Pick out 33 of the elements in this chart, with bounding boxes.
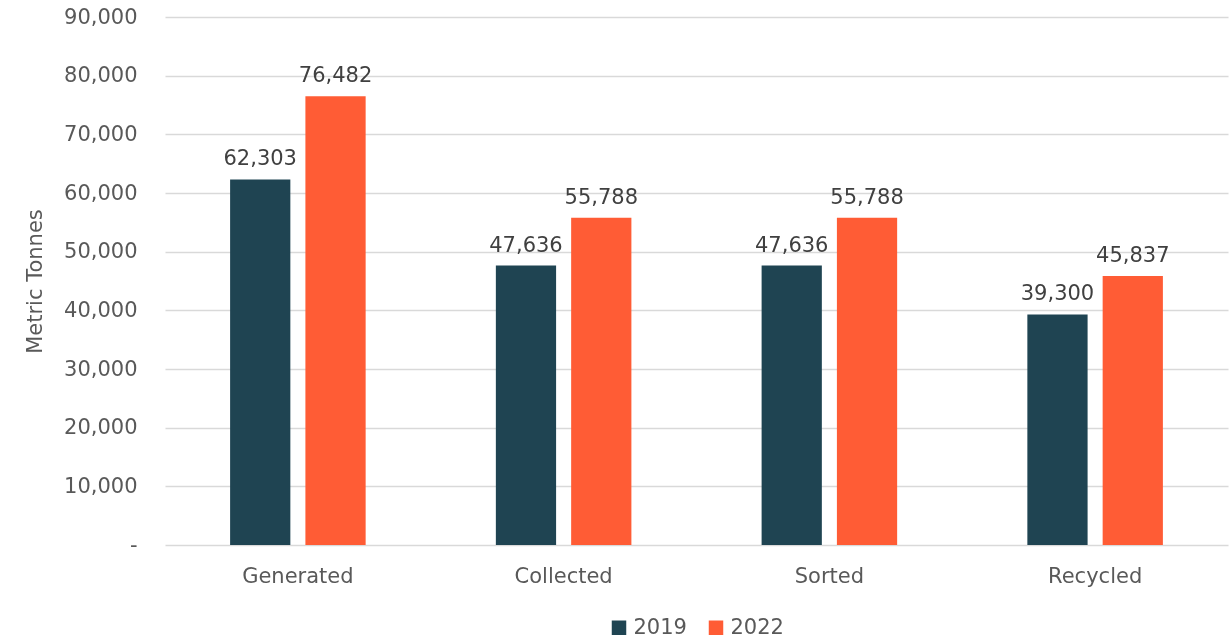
data-label: 55,788 <box>564 184 639 209</box>
y-tick-label: 20,000 <box>64 415 138 440</box>
data-label: 47,636 <box>754 232 829 257</box>
bar <box>571 217 632 545</box>
y-tick-label: 10,000 <box>64 473 138 498</box>
bar <box>305 96 366 545</box>
bar <box>1102 276 1163 545</box>
x-tick-label: Sorted <box>794 563 865 588</box>
x-tick-label: Generated <box>242 563 354 588</box>
bar <box>1027 314 1088 545</box>
y-tick-label: 50,000 <box>64 239 138 264</box>
bar <box>495 265 557 545</box>
y-tick-label: 70,000 <box>64 121 138 146</box>
bar <box>230 179 291 545</box>
data-label: 62,303 <box>223 146 297 171</box>
legend-label: 2022 <box>730 614 784 639</box>
y-axis-title: Metric Tonnes <box>23 209 48 354</box>
data-label: 47,636 <box>489 232 563 257</box>
x-tick-label: Recycled <box>1048 563 1143 588</box>
y-tick-label: - <box>129 532 138 557</box>
bar <box>836 217 898 545</box>
y-tick-label: 40,000 <box>64 297 138 322</box>
y-tick-label: 80,000 <box>64 63 138 88</box>
legend-label: 2019 <box>633 614 687 639</box>
data-label: 45,837 <box>1096 243 1170 268</box>
bar <box>761 265 822 545</box>
data-label: 39,300 <box>1020 281 1095 306</box>
y-tick-label: 60,000 <box>64 180 138 205</box>
y-tick-label: 30,000 <box>64 356 138 381</box>
data-label: 55,788 <box>830 184 904 209</box>
x-tick-label: Collected <box>514 563 613 588</box>
y-tick-label: 90,000 <box>64 4 138 29</box>
data-label: 76,482 <box>298 63 373 88</box>
